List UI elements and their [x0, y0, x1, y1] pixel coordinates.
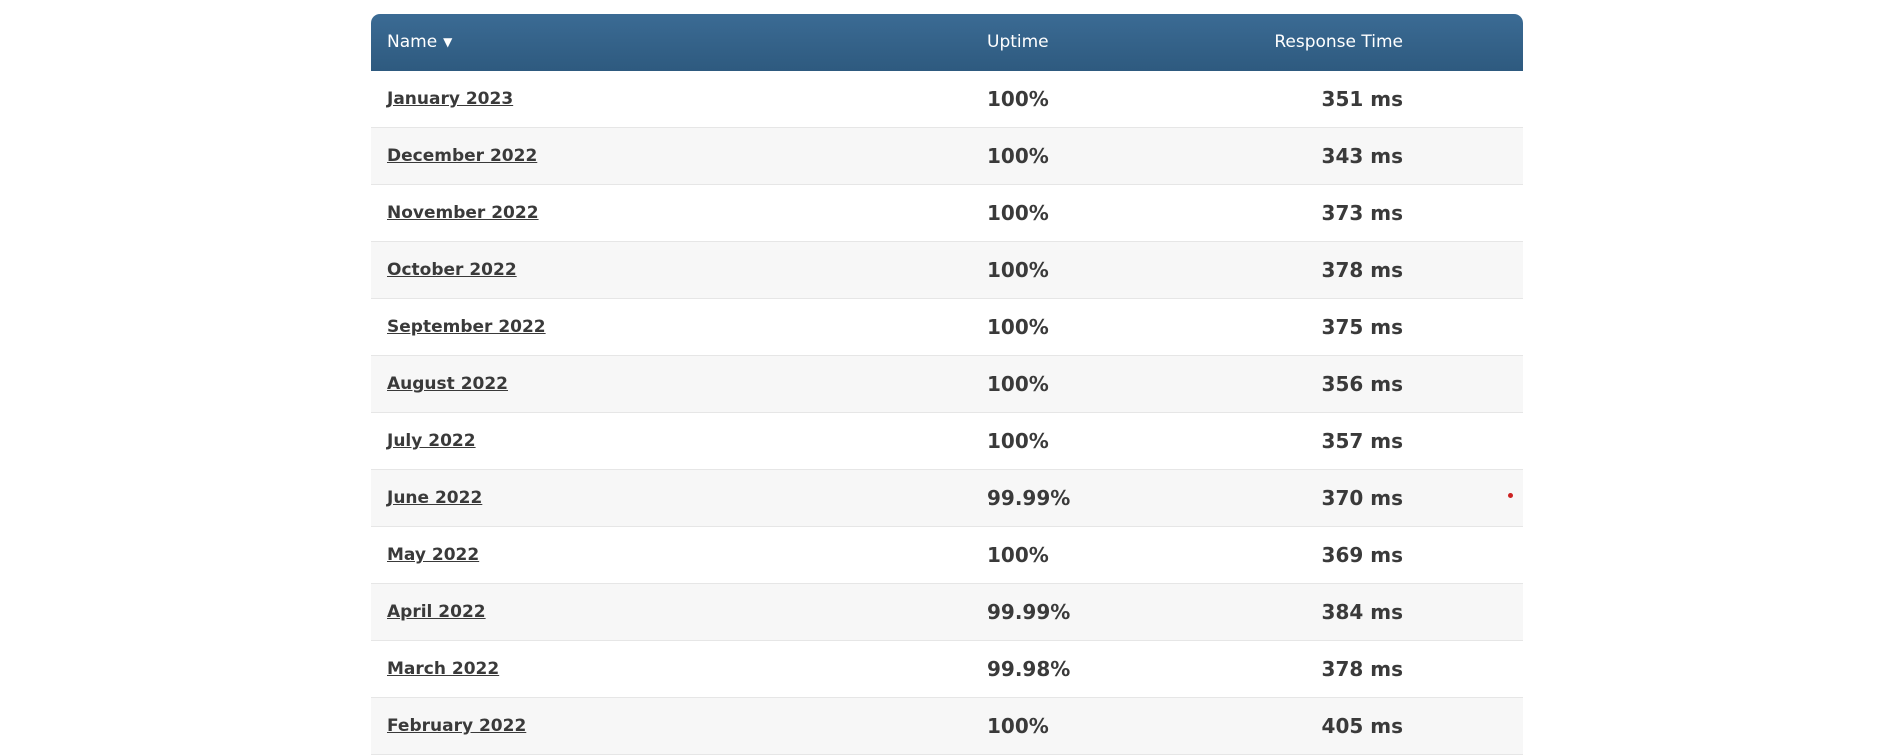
response-time-value: 369 ms: [1321, 543, 1403, 567]
table-row: March 2022 99.98% 378 ms: [371, 641, 1523, 698]
table-body: January 2023 100% 351 ms December 2022 100% 3…: [371, 71, 1523, 755]
table-row: July 2022 100% 357 ms: [371, 413, 1523, 470]
table-row: September 2022 100% 375 ms: [371, 299, 1523, 356]
uptime-value: 100%: [987, 144, 1049, 168]
table-row: January 2023 100% 351 ms: [371, 71, 1523, 128]
month-link[interactable]: July 2022: [387, 431, 476, 451]
uptime-value: 100%: [987, 315, 1049, 339]
month-link[interactable]: March 2022: [387, 659, 500, 679]
response-time-value: 405 ms: [1321, 714, 1403, 738]
name-header-label: Name: [387, 32, 438, 52]
uptime-value: 100%: [987, 87, 1049, 111]
table-row: August 2022 100% 356 ms: [371, 356, 1523, 413]
sort-down-icon[interactable]: ▼: [443, 35, 453, 49]
table-row: April 2022 99.99% 384 ms: [371, 584, 1523, 641]
response-time-value: 384 ms: [1321, 600, 1403, 624]
uptime-column-header: Uptime: [987, 32, 1049, 52]
uptime-value: 99.98%: [987, 657, 1071, 681]
response-time-value: 351 ms: [1321, 87, 1403, 111]
uptime-value: 100%: [987, 543, 1049, 567]
response-time-value: 343 ms: [1321, 144, 1403, 168]
month-link[interactable]: May 2022: [387, 545, 480, 565]
response-time-column-header: Response Time: [1274, 32, 1403, 52]
table-row: December 2022 100% 343 ms: [371, 128, 1523, 185]
uptime-table: Name ▼ Uptime Response Time January 2023 1…: [371, 14, 1523, 755]
month-link[interactable]: June 2022: [387, 488, 483, 508]
response-time-value: 370 ms: [1321, 486, 1403, 510]
uptime-value: 99.99%: [987, 600, 1071, 624]
uptime-value: 100%: [987, 714, 1049, 738]
table-row: February 2022 100% 405 ms: [371, 698, 1523, 755]
response-time-value: 378 ms: [1321, 258, 1403, 282]
response-time-value: 378 ms: [1321, 657, 1403, 681]
table-row: October 2022 100% 378 ms: [371, 242, 1523, 299]
table-row: November 2022 100% 373 ms: [371, 185, 1523, 242]
month-link[interactable]: April 2022: [387, 602, 486, 622]
uptime-value: 100%: [987, 429, 1049, 453]
response-time-value: 375 ms: [1321, 315, 1403, 339]
table-header: Name ▼ Uptime Response Time: [371, 14, 1523, 71]
month-link[interactable]: February 2022: [387, 716, 527, 736]
month-link[interactable]: January 2023: [387, 89, 514, 109]
incident-dot-icon: [1508, 493, 1513, 498]
uptime-value: 100%: [987, 258, 1049, 282]
response-time-value: 373 ms: [1321, 201, 1403, 225]
response-time-value: 357 ms: [1321, 429, 1403, 453]
uptime-value: 100%: [987, 372, 1049, 396]
uptime-value: 100%: [987, 201, 1049, 225]
month-link[interactable]: September 2022: [387, 317, 546, 337]
name-column-header[interactable]: Name ▼: [387, 14, 452, 71]
table-row: June 2022 99.99% 370 ms: [371, 470, 1523, 527]
month-link[interactable]: October 2022: [387, 260, 517, 280]
month-link[interactable]: November 2022: [387, 203, 539, 223]
month-link[interactable]: December 2022: [387, 146, 538, 166]
uptime-value: 99.99%: [987, 486, 1071, 510]
table-row: May 2022 100% 369 ms: [371, 527, 1523, 584]
response-time-value: 356 ms: [1321, 372, 1403, 396]
month-link[interactable]: August 2022: [387, 374, 509, 394]
